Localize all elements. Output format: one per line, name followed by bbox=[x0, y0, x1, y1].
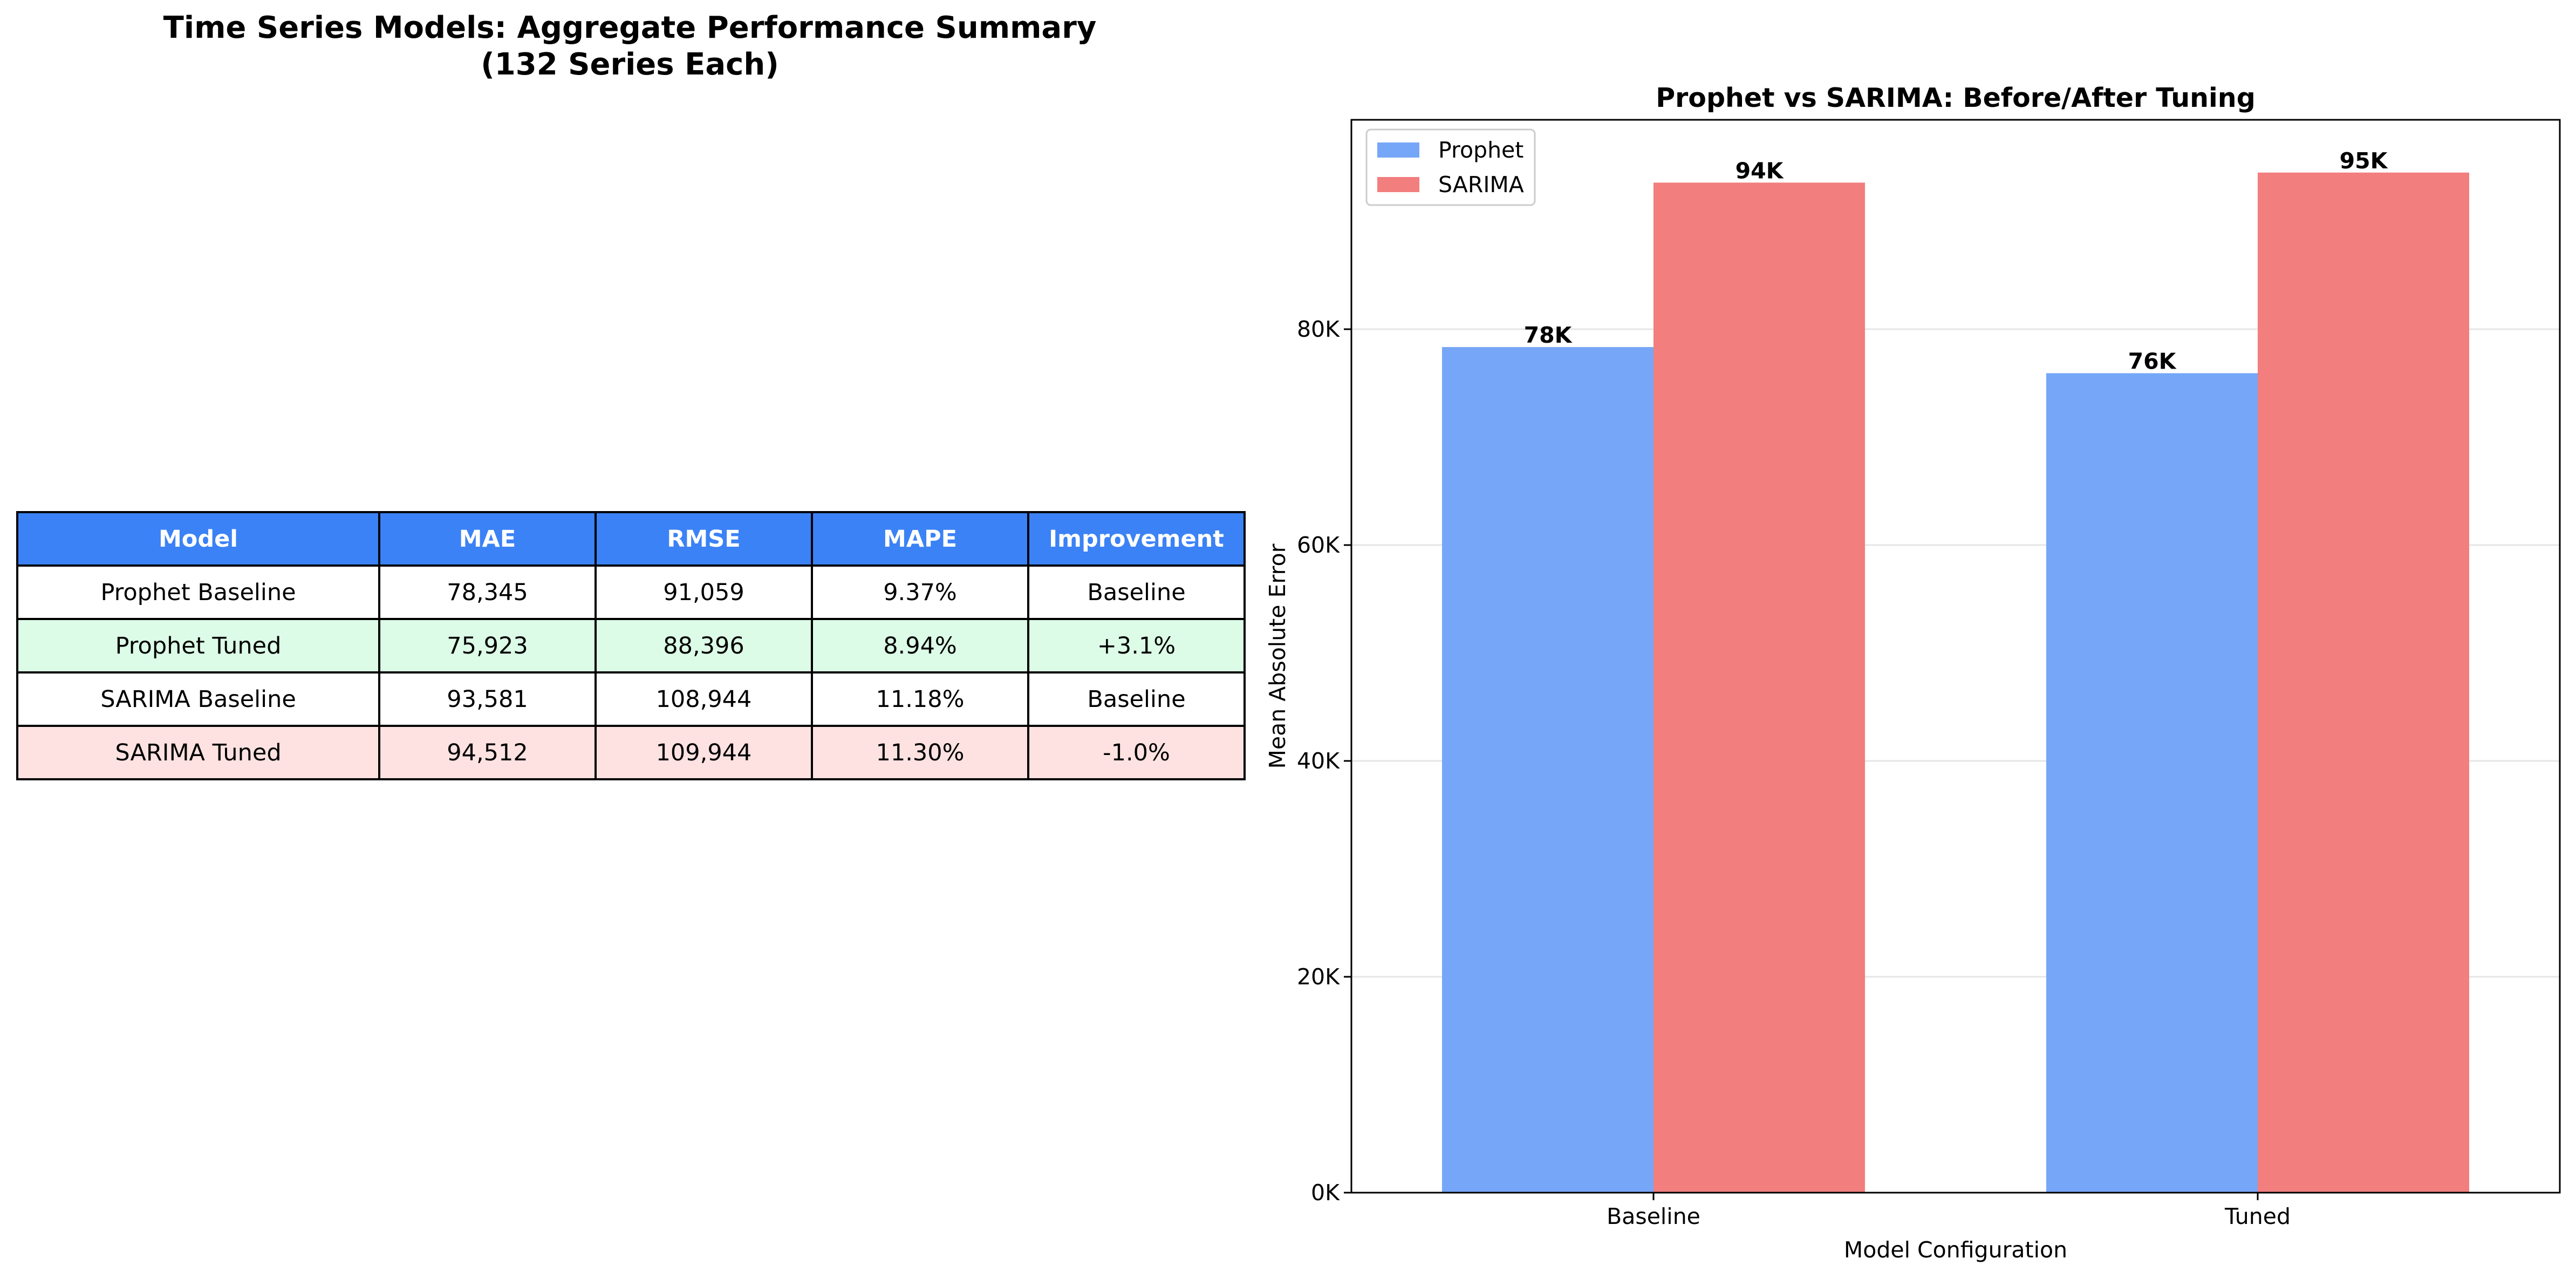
cell-mae: 78,345 bbox=[378, 564, 597, 620]
header-model: Model bbox=[16, 511, 380, 567]
bar-sarima-baseline bbox=[1653, 182, 1865, 1193]
table-title-line1: Time Series Models: Aggregate Performanc… bbox=[163, 10, 1097, 45]
y-axis-label: Mean Absolute Error bbox=[1265, 543, 1290, 768]
chart-title: Prophet vs SARIMA: Before/After Tuning bbox=[1656, 83, 2256, 113]
table-row: Prophet Baseline 78,345 91,059 9.37% Bas… bbox=[16, 564, 1246, 620]
table-title: Time Series Models: Aggregate Performanc… bbox=[16, 10, 1243, 83]
y-tick-label: 20K bbox=[1297, 964, 1340, 990]
cell-improvement: -1.0% bbox=[1027, 725, 1246, 780]
bar-prophet-tuned bbox=[2046, 373, 2258, 1193]
bar-value-label: 78K bbox=[1524, 322, 1573, 348]
bar-value-label: 76K bbox=[2128, 349, 2177, 375]
table-row: SARIMA Tuned 94,512 109,944 11.30% -1.0% bbox=[16, 725, 1246, 780]
cell-rmse: 108,944 bbox=[595, 671, 813, 727]
bar-prophet-baseline bbox=[1442, 347, 1653, 1193]
cell-mape: 8.94% bbox=[811, 618, 1029, 673]
table-row: SARIMA Baseline 93,581 108,944 11.18% Ba… bbox=[16, 671, 1246, 727]
cell-model: Prophet Tuned bbox=[16, 618, 380, 673]
bar-value-label: 95K bbox=[2340, 148, 2389, 174]
legend-swatch-prophet bbox=[1377, 142, 1419, 158]
cell-model: Prophet Baseline bbox=[16, 564, 380, 620]
plot-frame bbox=[1350, 119, 2561, 1194]
summary-table: Model MAE RMSE MAPE Improvement Prophet … bbox=[16, 511, 1246, 780]
x-tick-label: Tuned bbox=[2224, 1203, 2291, 1229]
header-rmse: RMSE bbox=[595, 511, 813, 567]
legend-swatch-sarima bbox=[1377, 177, 1419, 192]
cell-mae: 94,512 bbox=[378, 725, 597, 780]
table-title-line2: (132 Series Each) bbox=[481, 47, 779, 82]
legend-label-prophet: Prophet bbox=[1438, 137, 1523, 163]
cell-mape: 11.30% bbox=[811, 725, 1029, 780]
x-axis-label: Model Configuration bbox=[1844, 1237, 2067, 1263]
cell-mae: 93,581 bbox=[378, 671, 597, 727]
bar-sarima-tuned bbox=[2258, 172, 2469, 1193]
table-header-row: Model MAE RMSE MAPE Improvement bbox=[16, 511, 1246, 567]
cell-rmse: 91,059 bbox=[595, 564, 813, 620]
header-improvement: Improvement bbox=[1027, 511, 1246, 567]
table-row: Prophet Tuned 75,923 88,396 8.94% +3.1% bbox=[16, 618, 1246, 673]
y-tick-label: 60K bbox=[1297, 532, 1340, 558]
header-mape: MAPE bbox=[811, 511, 1029, 567]
cell-rmse: 88,396 bbox=[595, 618, 813, 673]
header-mae: MAE bbox=[378, 511, 597, 567]
bar-value-labels: 78K 94K 76K 95K bbox=[1524, 148, 2389, 375]
cell-mape: 11.18% bbox=[811, 671, 1029, 727]
cell-improvement: +3.1% bbox=[1027, 618, 1246, 673]
y-tick-label: 0K bbox=[1311, 1180, 1340, 1206]
bar-value-label: 94K bbox=[1735, 158, 1785, 183]
legend-label-sarima: SARIMA bbox=[1438, 172, 1524, 198]
cell-rmse: 109,944 bbox=[595, 725, 813, 780]
cell-mae: 75,923 bbox=[378, 618, 597, 673]
x-tick-label: Baseline bbox=[1607, 1203, 1700, 1229]
cell-model: SARIMA Baseline bbox=[16, 671, 380, 727]
cell-improvement: Baseline bbox=[1027, 671, 1246, 727]
bars bbox=[1442, 172, 2469, 1193]
y-tick-label: 40K bbox=[1297, 748, 1340, 774]
cell-model: SARIMA Tuned bbox=[16, 725, 380, 780]
cell-improvement: Baseline bbox=[1027, 564, 1246, 620]
axis-ticks: 0K 20K 40K 60K 80K Baseline Tuned bbox=[1297, 316, 2291, 1229]
y-tick-label: 80K bbox=[1297, 316, 1340, 342]
legend: Prophet SARIMA bbox=[1365, 128, 1536, 206]
cell-mape: 9.37% bbox=[811, 564, 1029, 620]
